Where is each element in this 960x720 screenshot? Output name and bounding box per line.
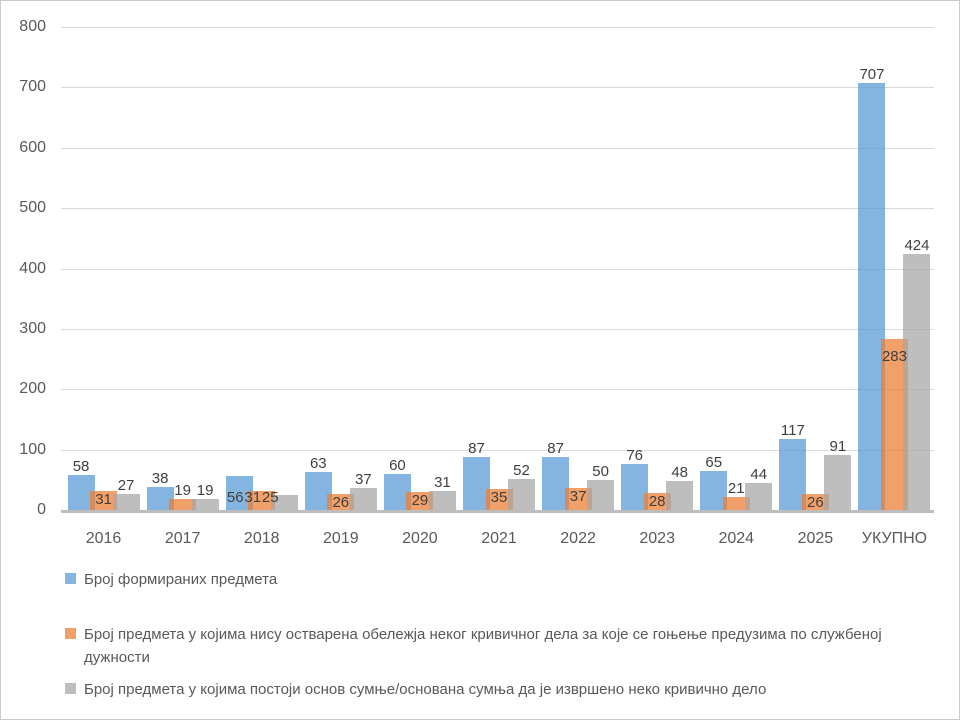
data-label-gray-2021: 52 <box>513 461 530 479</box>
x-axis-tick-2021: 2021 <box>481 530 517 547</box>
x-axis-tick-УКУПНО: УКУПНО <box>861 530 928 547</box>
data-label-orange-2021: 35 <box>490 488 508 506</box>
legend-label: Број предмета у којима постоји основ сум… <box>84 681 767 698</box>
y-axis-tick-600: 600 <box>19 138 46 156</box>
bar-orange-2024 <box>722 497 750 510</box>
data-label-blue-2025: 117 <box>780 422 805 440</box>
data-label-blue-2016: 58 <box>72 457 90 475</box>
data-label-gray-2017: 19 <box>196 481 214 499</box>
data-label-orange-2019: 26 <box>332 494 350 512</box>
data-label-gray-2025: 91 <box>829 438 847 456</box>
legend-swatch-gray <box>65 683 76 694</box>
bar-orange-2016 <box>90 491 118 510</box>
data-label-blue-2022: 87 <box>547 440 564 458</box>
x-axis-baseline <box>61 510 934 513</box>
legend-label: Број предмета у којима нису остварена об… <box>84 626 882 666</box>
data-label-orange-2022: 37 <box>569 487 587 505</box>
gridline-200 <box>61 389 934 391</box>
x-axis-tick-2018: 2018 <box>243 530 280 547</box>
data-label-gray-2018: 25 <box>261 488 279 506</box>
data-label-gray-2022: 50 <box>592 462 609 480</box>
x-axis-tick-2020: 2020 <box>402 530 438 547</box>
data-label-orange-2025: 26 <box>807 494 824 512</box>
bar-gray-УКУПНО <box>903 254 931 510</box>
bar-blue-2017 <box>146 487 174 510</box>
bar-orange-2023 <box>643 493 671 510</box>
bar-orange-2018 <box>248 491 276 510</box>
data-label-blue-УКУПНО: 707 <box>859 66 885 84</box>
bar-gray-2018 <box>270 494 298 510</box>
bar-orange-2020 <box>406 492 434 510</box>
y-axis-tick-200: 200 <box>19 380 46 398</box>
x-axis-tick-2019: 2019 <box>323 530 359 547</box>
data-label-gray-УКУПНО: 424 <box>904 237 930 254</box>
data-label-orange-2018: 31 <box>244 488 262 506</box>
gridline-700 <box>61 87 934 89</box>
gridline-600 <box>61 147 934 149</box>
data-label-blue-2021: 87 <box>468 440 485 458</box>
bar-orange-2021 <box>485 488 513 510</box>
legend-item-formirani-predmeti: Број формираних предмета <box>65 568 939 591</box>
x-axis-tick-2016: 2016 <box>85 530 122 547</box>
bar-orange-2019 <box>327 494 355 510</box>
x-axis-tick-2024: 2024 <box>718 530 755 547</box>
data-label-orange-2017: 19 <box>174 481 191 499</box>
y-axis-tick-300: 300 <box>19 319 46 337</box>
data-label-gray-2024: 44 <box>750 466 768 484</box>
bar-gray-2024 <box>745 483 773 510</box>
y-axis-tick-700: 700 <box>19 78 46 96</box>
data-label-blue-2020: 60 <box>389 456 406 474</box>
bar-orange-2022 <box>564 487 592 510</box>
data-label-orange-2016: 31 <box>95 491 112 509</box>
bar-orange-2017 <box>169 498 197 510</box>
legend-item-nisu-ostvarena-obelezja: Број предмета у којима нису остварена об… <box>65 623 939 669</box>
data-label-orange-2023: 28 <box>648 493 666 511</box>
data-label-gray-2019: 37 <box>354 470 372 488</box>
gridline-400 <box>61 268 934 270</box>
data-label-blue-2019: 63 <box>309 454 327 472</box>
bar-gray-2023 <box>666 481 694 510</box>
data-label-orange-2024: 21 <box>727 480 745 498</box>
data-label-orange-УКУПНО: 283 <box>881 348 907 366</box>
data-label-gray-2023: 48 <box>671 464 689 482</box>
bar-gray-2021 <box>508 478 535 510</box>
data-label-blue-2023: 76 <box>626 447 644 465</box>
gridline-300 <box>61 328 934 330</box>
x-axis-tick-2023: 2023 <box>639 530 675 547</box>
gridline-500 <box>61 208 934 210</box>
data-label-gray-2016: 27 <box>117 476 135 494</box>
legend-label: Број формираних предмета <box>84 571 278 588</box>
bar-gray-2016 <box>112 493 140 510</box>
x-axis-tick-2017: 2017 <box>164 530 201 547</box>
x-axis-tick-2025: 2025 <box>797 530 834 547</box>
legend-swatch-blue <box>65 573 76 584</box>
legend-item-osnov-sumnje: Број предмета у којима постоји основ сум… <box>65 678 939 701</box>
y-axis-tick-400: 400 <box>19 259 46 277</box>
bar-orange-2025 <box>801 494 829 510</box>
y-axis-tick-800: 800 <box>19 18 46 35</box>
data-label-blue-2017: 38 <box>151 470 169 488</box>
data-label-orange-2020: 29 <box>411 492 429 510</box>
legend-swatch-orange <box>65 628 76 639</box>
y-axis-tick-100: 100 <box>19 440 46 458</box>
gridline-100 <box>61 449 934 451</box>
y-axis-tick-500: 500 <box>19 199 46 217</box>
x-axis-tick-2022: 2022 <box>560 530 596 547</box>
bar-gray-2019 <box>349 487 377 510</box>
data-label-blue-2024: 65 <box>705 453 723 471</box>
y-axis-tick-0: 0 <box>37 501 46 518</box>
bar-gray-2022 <box>587 479 615 510</box>
data-label-blue-2018: 56 <box>226 488 244 506</box>
bar-gray-2017 <box>191 498 219 510</box>
data-label-gray-2020: 31 <box>434 474 451 492</box>
bar-gray-2020 <box>428 491 456 510</box>
gridline-800 <box>61 27 934 28</box>
bar-gray-2025 <box>824 455 852 510</box>
